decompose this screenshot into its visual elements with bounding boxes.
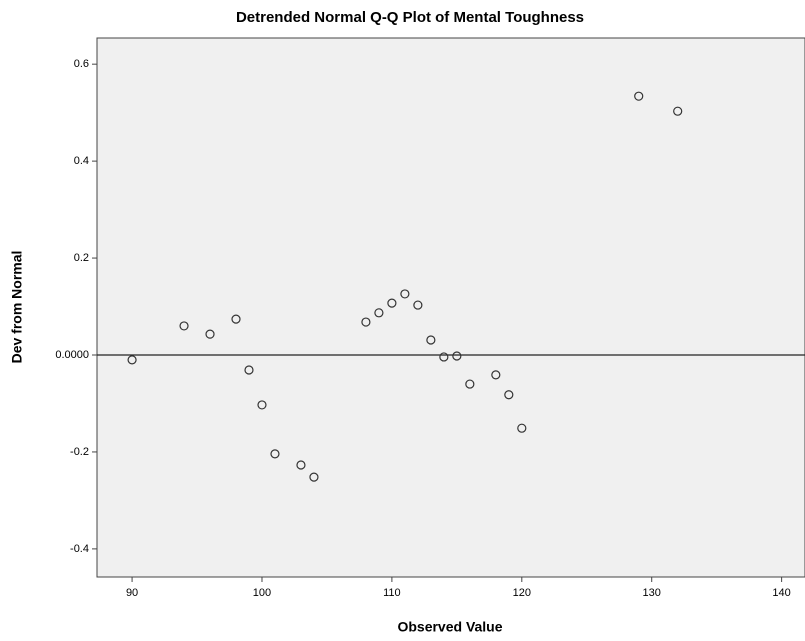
point [439,352,449,362]
point [387,298,397,308]
point [517,423,527,433]
y-tick-label: -0.4 [70,543,89,555]
point [400,289,410,299]
x-tick-label: 100 [253,587,271,599]
x-tick-label: 120 [513,587,531,599]
point [673,106,683,116]
y-tick-label: 0.4 [74,155,89,167]
point [361,317,371,327]
chart-title: Detrended Normal Q-Q Plot of Mental Toug… [236,9,584,26]
plot-area [96,37,805,578]
point [205,329,215,339]
x-tick-label: 110 [383,587,401,599]
point [504,390,514,400]
y-tick-label: 0.6 [74,58,89,70]
point [452,351,462,361]
x-tick-label: 140 [772,587,790,599]
point [309,472,319,482]
point [634,91,644,101]
point [465,379,475,389]
point [127,355,137,365]
x-axis-label: Observed Value [397,619,502,635]
point [296,460,306,470]
y-axis-label: Dev from Normal [9,251,25,364]
point [426,335,436,345]
x-tick-label: 90 [126,587,138,599]
y-tick-label: 0.0000 [55,349,89,361]
point [491,370,501,380]
y-tick-label: -0.2 [70,446,89,458]
x-tick-label: 130 [643,587,661,599]
point [244,365,254,375]
point [413,300,423,310]
point [231,314,241,324]
point [179,321,189,331]
point [257,400,267,410]
point [270,449,280,459]
point [374,308,384,318]
y-tick-label: 0.2 [74,252,89,264]
